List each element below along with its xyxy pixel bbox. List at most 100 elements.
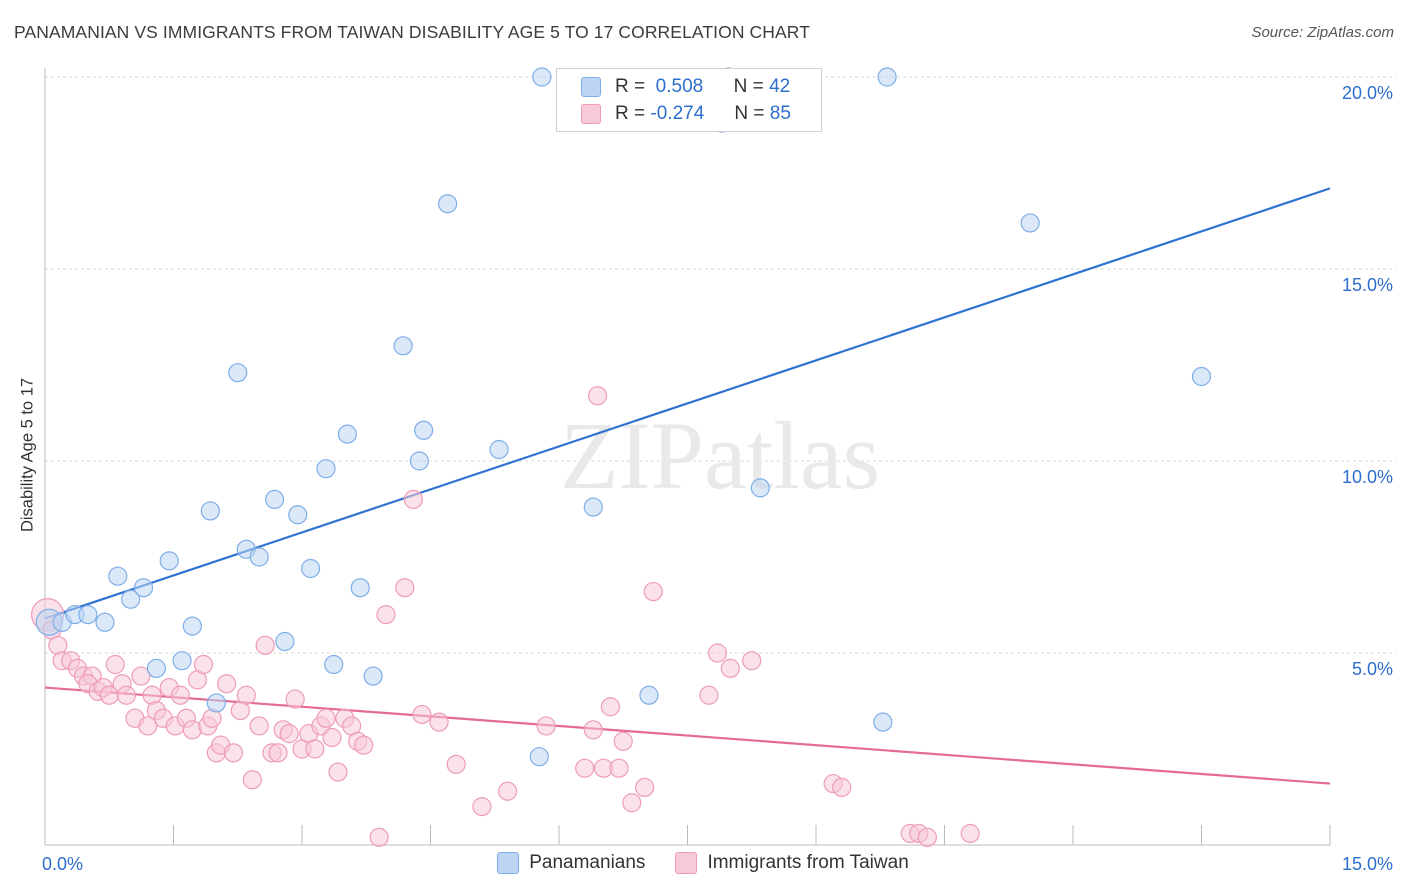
panamanian-point: [206, 693, 226, 713]
taiwan-point: [707, 643, 728, 663]
taiwan-point: [305, 739, 325, 759]
taiwan-point: [322, 727, 342, 748]
y-tick-label: 15.0%: [1342, 275, 1393, 295]
gridlines: [45, 76, 1396, 654]
taiwan-point: [613, 731, 633, 751]
taiwan-point: [376, 604, 396, 625]
chart-source: Source: ZipAtlas.com: [1251, 24, 1394, 41]
panamanian-point: [438, 194, 458, 214]
panamanian-point: [414, 420, 434, 440]
y-tick-label: 5.0%: [1352, 659, 1393, 679]
panamanian-point: [182, 616, 202, 636]
legend-row-taiwan: R = -0.274 N = 85: [581, 101, 791, 127]
panamanian-point: [172, 651, 192, 671]
legend-n-value: 42: [769, 76, 791, 97]
panamanian-point: [529, 747, 549, 767]
taiwan-point: [193, 654, 214, 675]
taiwan-point: [395, 578, 415, 598]
taiwan-point: [170, 685, 190, 705]
taiwan-point: [960, 823, 980, 844]
taiwan-point: [369, 827, 389, 847]
legend-label: Panamanians: [529, 852, 646, 873]
panamanian-point: [316, 459, 336, 479]
taiwan-point: [472, 796, 492, 817]
taiwan-point: [316, 708, 336, 728]
panamanian-point: [249, 547, 269, 567]
tick-labels: 5.0% 10.0% 15.0% 20.0% 0.0% 15.0%: [42, 83, 1393, 874]
panamanian-point: [78, 604, 98, 625]
taiwan-point: [742, 651, 762, 671]
taiwan-point: [105, 654, 125, 675]
taiwan-point: [446, 754, 466, 774]
taiwan-point: [217, 674, 237, 694]
taiwan-point: [699, 685, 719, 705]
taiwan-point: [131, 666, 151, 686]
panamanian-point: [95, 612, 115, 632]
panamanian-point: [750, 478, 770, 498]
legend-r-value: 0.508: [655, 76, 704, 97]
panamanian-point: [275, 631, 295, 652]
chart-title: PANAMANIAN VS IMMIGRANTS FROM TAIWAN DIS…: [14, 22, 810, 42]
y-tick-label: 20.0%: [1342, 83, 1393, 103]
panamanian-point: [873, 712, 893, 732]
taiwan-point: [242, 770, 262, 790]
taiwan-point: [354, 735, 374, 755]
taiwan-points: [30, 386, 980, 847]
panamanian-point: [877, 67, 897, 87]
legend-item-taiwan: Immigrants from Taiwan: [675, 852, 909, 874]
panamanian-point: [121, 589, 141, 609]
taiwan-point: [917, 827, 937, 847]
taiwan-point: [609, 758, 629, 778]
panamanian-point: [146, 658, 166, 678]
taiwan-point: [635, 777, 655, 798]
panamanian-point: [583, 497, 603, 517]
panamanian-point: [288, 505, 308, 525]
taiwan-point: [600, 697, 621, 717]
taiwan-point: [249, 716, 269, 736]
panamanian-point: [489, 439, 509, 460]
legend-swatch-pink: [675, 852, 698, 874]
taiwan-point: [575, 758, 595, 778]
series-legend: Panamanians Immigrants from Taiwan: [0, 852, 1406, 874]
panamanian-point: [300, 558, 321, 579]
panamanian-point: [639, 685, 659, 705]
taiwan-point: [279, 724, 299, 744]
watermark: ZIPatlas: [560, 402, 880, 509]
panamanian-point: [324, 654, 344, 675]
taiwan-point: [832, 777, 852, 798]
panamanian-point: [337, 424, 358, 444]
x-tick-label: 15.0%: [1342, 854, 1393, 874]
taiwan-point: [583, 720, 603, 740]
panamanian-point: [409, 451, 429, 471]
legend-n-label: N =: [734, 103, 765, 124]
taiwan-point: [536, 716, 556, 736]
taiwan-point: [587, 386, 608, 406]
legend-swatch-blue: [581, 77, 601, 97]
y-tick-label: 10.0%: [1342, 467, 1393, 487]
taiwan-point: [403, 489, 423, 509]
legend-r-value: -0.274: [650, 103, 705, 124]
taiwan-point: [268, 743, 288, 763]
taiwan-trend-line: [44, 686, 1331, 785]
taiwan-point: [622, 793, 642, 813]
panamanian-point: [1020, 213, 1040, 233]
panamanian-point: [200, 501, 220, 521]
taiwan-point: [116, 685, 136, 705]
panamanian-point: [1191, 366, 1212, 387]
axes: [44, 68, 1331, 846]
taiwan-point: [138, 716, 158, 736]
panamanian-trend-line: [44, 187, 1331, 620]
legend-swatch-blue: [497, 852, 520, 874]
panamanian-point: [350, 578, 370, 598]
taiwan-point: [720, 658, 740, 678]
panamanian-point: [393, 336, 413, 356]
x-tick-label: 0.0%: [42, 854, 83, 874]
taiwan-point: [429, 712, 449, 732]
legend-item-panamanians: Panamanians: [497, 852, 645, 874]
trend-lines: [44, 187, 1331, 785]
legend-r-label: R =: [615, 103, 646, 124]
panamanian-point: [532, 67, 552, 87]
taiwan-point: [643, 581, 663, 602]
panamanian-point: [363, 666, 383, 686]
